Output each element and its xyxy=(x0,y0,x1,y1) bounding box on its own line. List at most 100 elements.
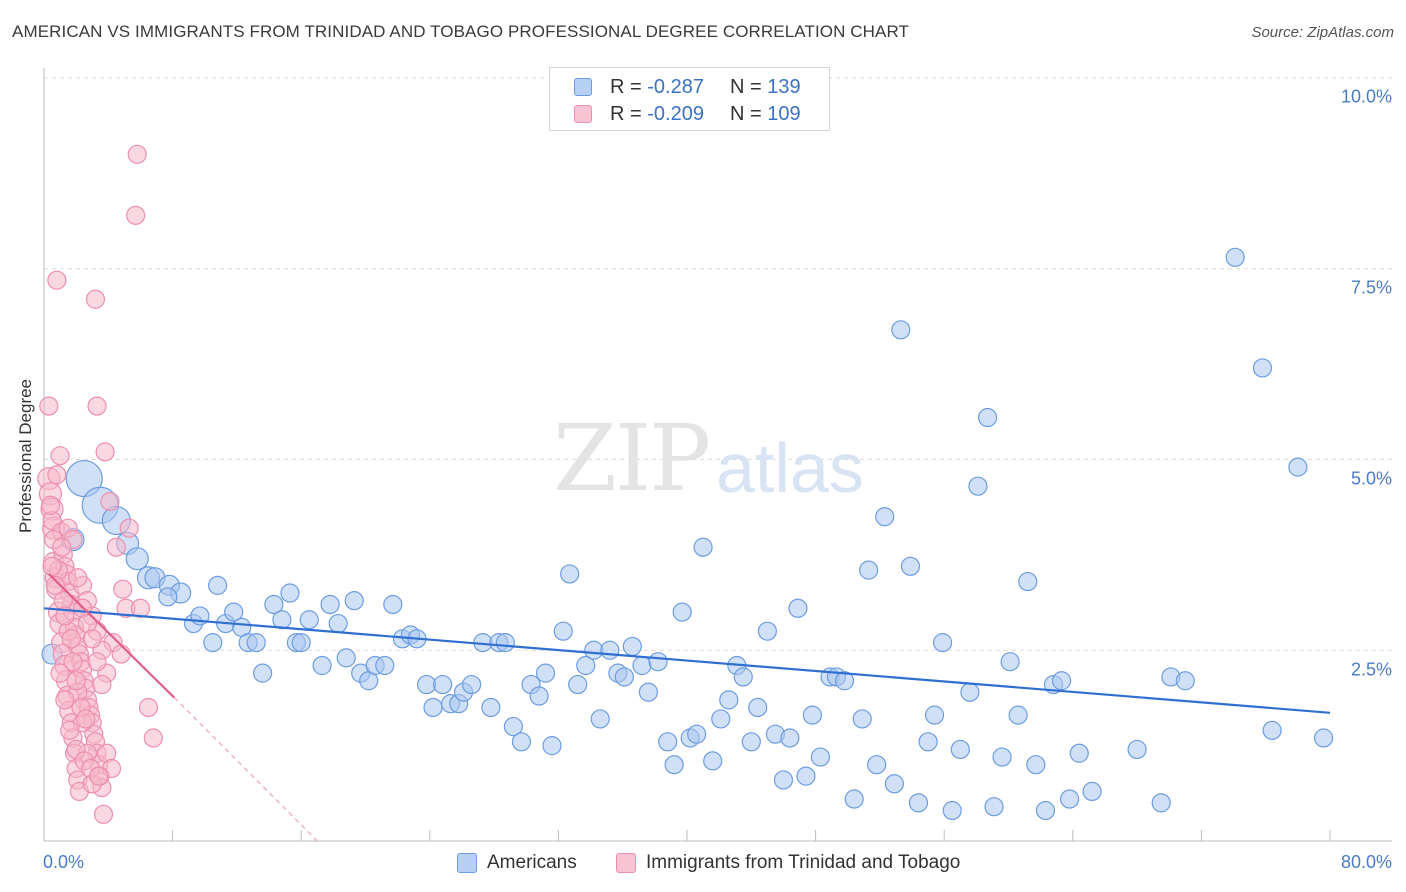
americans-point xyxy=(320,594,340,615)
americans-trend-line xyxy=(43,607,1331,714)
series-legend: Americans Immigrants from Trinidad and T… xyxy=(0,852,1406,878)
r-value: -0.209 xyxy=(647,102,704,125)
americans-point xyxy=(1262,720,1282,740)
immigrants-point xyxy=(119,518,139,538)
americans-point xyxy=(1225,247,1245,267)
immigrants-point xyxy=(138,697,159,718)
americans-point xyxy=(584,640,604,660)
americans-point xyxy=(810,747,831,767)
chart-title: AMERICAN VS IMMIGRANTS FROM TRINIDAD AND… xyxy=(12,22,910,41)
immigrants-point xyxy=(85,289,106,309)
americans-point xyxy=(542,736,562,756)
americans-point xyxy=(280,583,300,603)
americans-point xyxy=(535,663,556,683)
americans-point xyxy=(950,739,970,760)
immigrants-point xyxy=(92,674,112,695)
americans-point xyxy=(264,594,284,615)
americans-point xyxy=(433,674,453,695)
immigrants-point xyxy=(82,629,102,649)
immigrants-point xyxy=(39,396,59,416)
watermark-atlas: atlas xyxy=(716,429,864,507)
americans-point xyxy=(992,747,1012,767)
americans-point xyxy=(780,728,800,748)
legend-item-immigrants[interactable]: Immigrants from Trinidad and Tobago xyxy=(616,852,960,874)
immigrants-point xyxy=(76,709,96,729)
immigrants-point xyxy=(130,598,151,618)
americans-point xyxy=(924,705,945,725)
americans-point xyxy=(344,591,364,611)
immigrants-point xyxy=(68,568,88,588)
americans-point xyxy=(648,652,668,672)
americans-point xyxy=(658,732,678,752)
americans-point xyxy=(299,610,319,630)
americans-point xyxy=(423,697,443,718)
immigrants-point xyxy=(87,652,107,672)
legend-item-americans[interactable]: Americans xyxy=(457,852,577,874)
r-value: -0.287 xyxy=(647,75,704,98)
americans-point xyxy=(918,732,938,752)
x-tick-label: 0.0% xyxy=(43,852,85,872)
americans-point xyxy=(757,621,777,641)
americans-point xyxy=(1151,793,1171,813)
y-tick-label: 5.0% xyxy=(1350,468,1392,489)
americans-point xyxy=(553,621,573,641)
americans-point xyxy=(932,633,953,653)
americans-point xyxy=(328,613,348,634)
americans-point xyxy=(711,709,731,729)
blue-swatch-icon xyxy=(574,78,592,96)
immigrants-point xyxy=(63,652,83,672)
americans-point xyxy=(125,547,149,571)
americans-point xyxy=(481,697,501,718)
americans-point xyxy=(741,732,761,752)
immigrants-point xyxy=(47,465,67,485)
immigrants-point xyxy=(61,629,81,649)
n-value: 139 xyxy=(767,75,801,98)
americans-point xyxy=(203,633,223,653)
americans-point xyxy=(158,587,178,607)
immigrants-point xyxy=(45,575,65,595)
americans-point xyxy=(208,575,228,595)
legend-label: Americans xyxy=(487,852,577,873)
americans-point xyxy=(748,697,768,718)
immigrants-point xyxy=(87,396,107,416)
immigrants-point xyxy=(95,442,115,462)
americans-point xyxy=(560,564,580,584)
americans-point xyxy=(632,655,652,676)
y-tick-label: 10.0% xyxy=(1340,86,1392,107)
americans-point xyxy=(1082,781,1102,802)
americans-point xyxy=(416,674,437,695)
americans-point xyxy=(1288,457,1308,477)
americans-point xyxy=(224,602,244,622)
americans-point xyxy=(638,682,659,702)
americans-point xyxy=(253,663,273,683)
y-tick-label: 7.5% xyxy=(1350,277,1392,298)
americans-point xyxy=(622,636,642,657)
americans-point xyxy=(875,507,895,527)
americans-point xyxy=(664,755,684,775)
immigrants-point xyxy=(52,537,72,557)
americans-point xyxy=(844,789,864,809)
immigrants-point xyxy=(55,690,75,710)
americans-point xyxy=(852,709,872,729)
americans-point xyxy=(687,724,707,744)
immigrants-point xyxy=(113,579,133,599)
americans-point xyxy=(1018,571,1038,592)
americans-point xyxy=(600,640,620,660)
immigrants-point xyxy=(89,766,109,786)
americans-point xyxy=(1000,652,1020,672)
watermark-zip: ZIP xyxy=(553,405,711,512)
immigrants-point xyxy=(50,663,70,683)
r-label: R = -0.287 xyxy=(610,75,704,98)
n-label: N = 139 xyxy=(730,75,801,98)
americans-point xyxy=(495,633,515,653)
americans-point xyxy=(461,674,482,695)
americans-point xyxy=(375,655,395,676)
americans-point xyxy=(511,732,532,752)
americans-point xyxy=(900,556,921,576)
americans-point xyxy=(802,705,822,725)
americans-point xyxy=(529,686,549,706)
americans-point xyxy=(1035,800,1056,821)
stats-row-immigrants: R = -0.209 N = 109 xyxy=(550,101,829,127)
x-tick-label: 80.0% xyxy=(1340,852,1392,872)
